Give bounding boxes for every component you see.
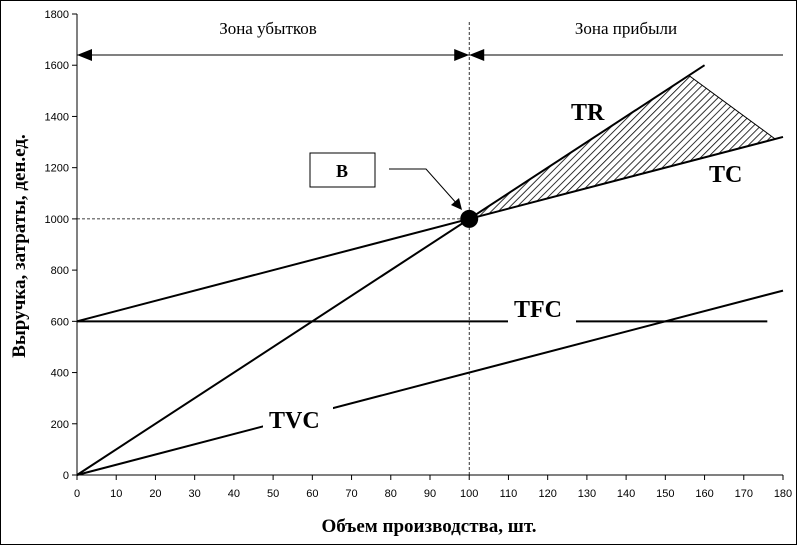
y-axis-label: Выручка, затраты, ден.ед.: [9, 134, 30, 357]
x-tick-label: 70: [345, 488, 357, 500]
x-tick-label: 110: [500, 488, 518, 500]
x-tick-label: 60: [306, 488, 318, 500]
break-even-label-box: [309, 152, 376, 188]
tfc-label-background: [508, 308, 576, 338]
x-tick-label: 130: [578, 488, 596, 500]
break-even-point: [460, 209, 479, 228]
series-line-tvc: [76, 289, 784, 476]
profit-zone-left-arrowhead: [469, 49, 485, 61]
x-tick-label: 20: [149, 488, 161, 500]
series-line-tr: [76, 64, 706, 476]
y-tick-label: 1400: [45, 111, 69, 123]
y-tick-label: 800: [51, 265, 69, 277]
break-even-pointer-line: [389, 168, 459, 206]
break-even-pointer-arrowhead: [451, 198, 462, 210]
x-tick-label: 100: [460, 488, 478, 500]
x-tick-label: 30: [189, 488, 201, 500]
loss-zone-right-arrowhead: [454, 49, 470, 61]
x-tick-label: 90: [424, 488, 436, 500]
series-line-tc: [76, 135, 784, 323]
series-label-tr: TR: [571, 100, 605, 126]
x-axis-label: Объем производства, шт.: [321, 516, 536, 537]
x-tick-label: 160: [695, 488, 713, 500]
profit-area: [468, 74, 777, 220]
series-label-tfc: TFC: [514, 297, 562, 323]
x-tick-label: 180: [774, 488, 792, 500]
x-tick-label: 40: [228, 488, 240, 500]
tvc-label-background: [263, 399, 333, 435]
y-tick-label: 1600: [45, 60, 69, 72]
x-tick-label: 0: [74, 488, 80, 500]
y-tick-label: 1800: [45, 9, 69, 21]
y-tick-label: 1000: [45, 214, 69, 226]
y-tick-label: 600: [51, 316, 69, 328]
x-tick-label: 80: [385, 488, 397, 500]
series-label-tvc: TVC: [269, 408, 320, 434]
x-tick-label: 50: [267, 488, 279, 500]
y-tick-label: 1200: [45, 163, 69, 175]
x-tick-label: 150: [656, 488, 674, 500]
loss-zone-label: Зона убытков: [219, 19, 317, 38]
x-tick-label: 170: [735, 488, 753, 500]
break-even-label: B: [336, 161, 348, 181]
profit-zone-label: Зона прибыли: [575, 19, 677, 38]
y-tick-label: 0: [63, 470, 69, 482]
series-label-tc: TC: [709, 162, 742, 188]
y-tick-label: 200: [51, 419, 69, 431]
x-tick-label: 140: [617, 488, 635, 500]
y-tick-label: 400: [51, 368, 69, 380]
x-tick-label: 10: [110, 488, 122, 500]
loss-zone-left-arrowhead: [77, 49, 92, 61]
x-tick-label: 120: [538, 488, 556, 500]
